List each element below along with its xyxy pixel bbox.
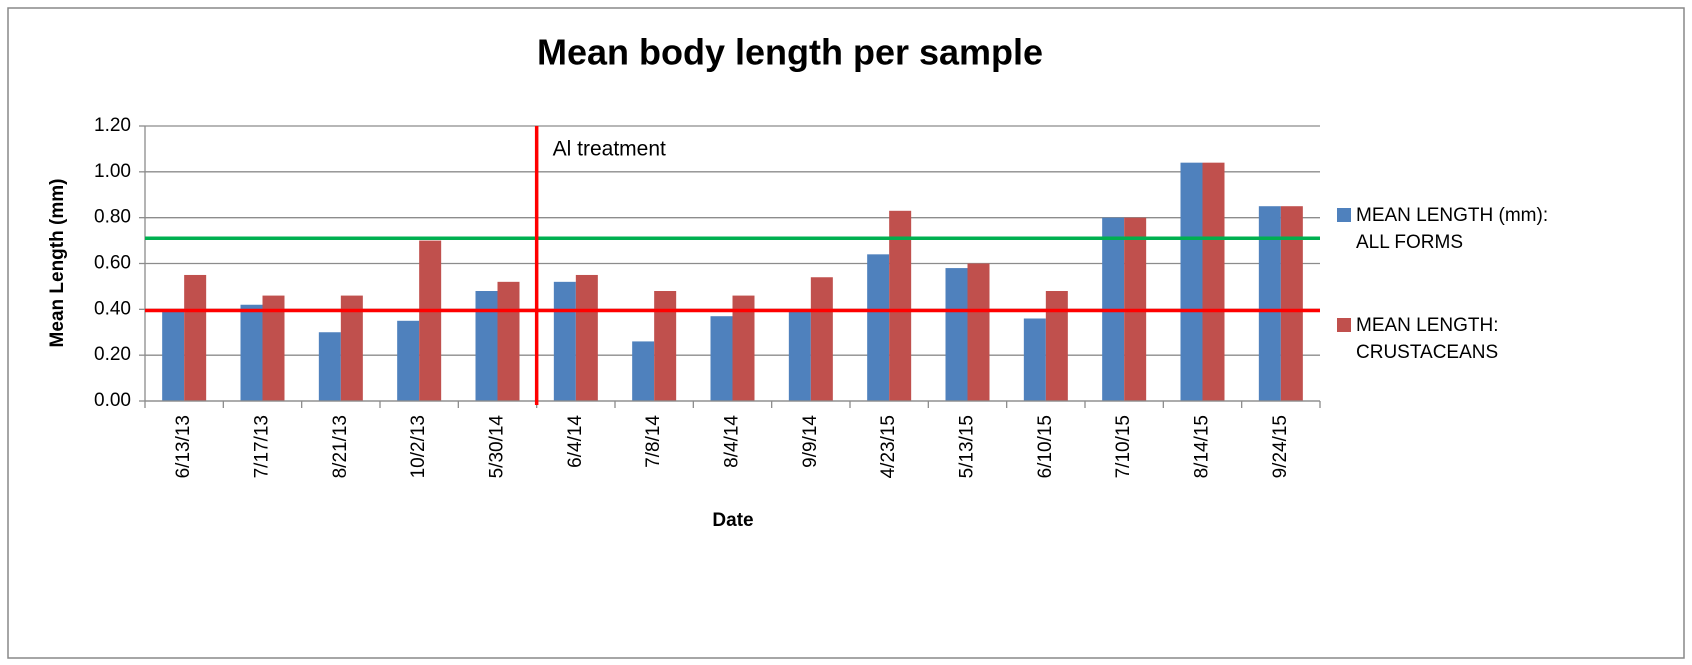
- x-tick-label: 4/23/15: [878, 415, 899, 478]
- chart-frame: [7, 7, 1685, 659]
- y-tick-label: 1.20: [94, 115, 131, 136]
- bar: [497, 281, 520, 401]
- bar: [162, 309, 185, 401]
- bar: [1180, 162, 1203, 401]
- x-tick-label: 5/13/15: [957, 415, 978, 478]
- legend-swatch: [1337, 318, 1351, 332]
- bar: [788, 309, 811, 401]
- x-tick-label: 7/17/13: [252, 415, 273, 478]
- bar: [262, 295, 285, 401]
- legend-label: MEAN LENGTH: CRUSTACEANS: [1356, 315, 1499, 363]
- bar: [732, 295, 755, 401]
- x-tick-label: 5/30/14: [487, 415, 508, 479]
- bar: [1258, 206, 1281, 401]
- x-tick-label: 10/2/13: [408, 415, 429, 478]
- bar: [397, 320, 420, 401]
- bar: [654, 291, 677, 401]
- bar: [1202, 162, 1225, 401]
- bar: [318, 332, 341, 401]
- bar: [575, 274, 598, 401]
- bar: [340, 295, 363, 401]
- bar: [867, 254, 890, 401]
- bar: [810, 277, 833, 401]
- x-tick-label: 7/8/14: [643, 415, 664, 468]
- bar: [632, 341, 655, 401]
- x-tick-label: 9/9/14: [800, 415, 821, 468]
- x-tick-label: 8/21/13: [330, 415, 351, 478]
- bar: [710, 316, 733, 401]
- x-tick-label: 7/10/15: [1113, 415, 1134, 478]
- x-axis-label: Date: [712, 510, 753, 531]
- x-tick-label: 9/24/15: [1270, 415, 1291, 478]
- legend-label: MEAN LENGTH (mm): ALL FORMS: [1356, 205, 1549, 253]
- bar: [475, 291, 498, 401]
- bar: [889, 210, 912, 401]
- legend-swatch: [1337, 208, 1351, 222]
- x-tick-label: 6/4/14: [565, 415, 586, 468]
- bar: [945, 268, 968, 401]
- x-tick-label: 8/14/15: [1192, 415, 1213, 478]
- x-tick-label: 6/13/13: [173, 415, 194, 478]
- chart-title: Mean body length per sample: [537, 32, 1043, 73]
- bar: [967, 263, 990, 401]
- x-tick-label: 6/10/15: [1035, 415, 1056, 478]
- y-tick-label: 0.20: [94, 344, 131, 365]
- y-tick-label: 0.40: [94, 298, 131, 319]
- y-tick-label: 0.00: [94, 390, 131, 411]
- bar: [419, 240, 442, 401]
- x-tick-label: 8/4/14: [722, 415, 743, 468]
- y-tick-label: 0.60: [94, 253, 131, 274]
- y-tick-label: 0.80: [94, 207, 131, 228]
- bar: [1280, 206, 1303, 401]
- annotation-text: Al treatment: [553, 138, 666, 161]
- y-axis-label: Mean Length (mm): [47, 179, 68, 348]
- bar: [240, 304, 263, 401]
- bar: [1023, 318, 1046, 401]
- bar: [1045, 291, 1068, 401]
- bar: [553, 281, 576, 401]
- y-tick-label: 1.00: [94, 161, 131, 182]
- bar: [184, 274, 207, 401]
